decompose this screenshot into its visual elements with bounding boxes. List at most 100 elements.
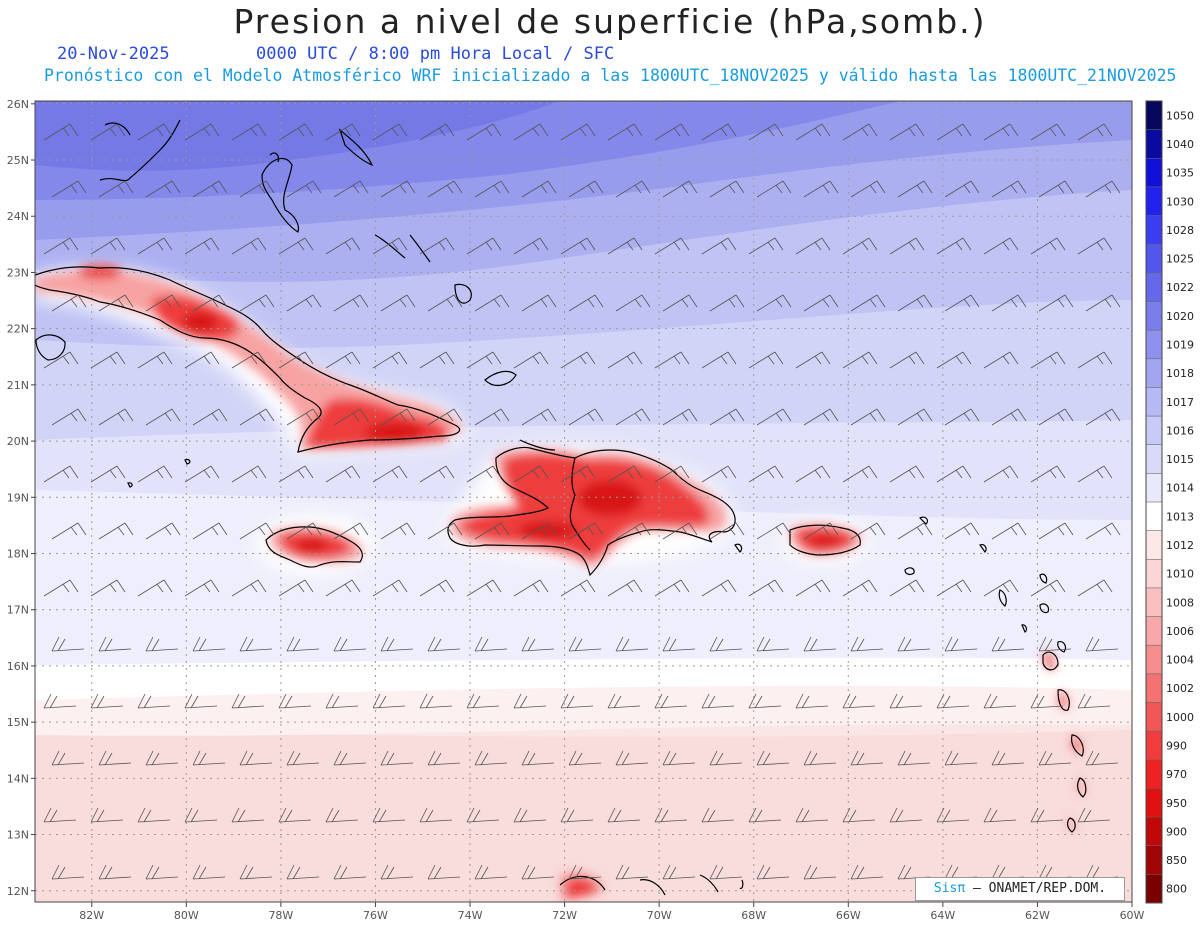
colorbar-label: 900 <box>1166 825 1187 838</box>
wind-barb <box>709 636 743 652</box>
wind-barb <box>702 922 734 927</box>
wind-barb <box>137 351 173 369</box>
wind-barb <box>1077 351 1113 369</box>
wind-barb <box>701 807 735 823</box>
wind-barb <box>51 636 85 652</box>
wind-barb <box>91 922 123 927</box>
lat-tick-label: 12N <box>7 885 29 898</box>
wind-barb <box>850 864 884 880</box>
wind-barb <box>560 351 596 369</box>
lat-tick-label: 18N <box>7 547 29 560</box>
colorbar-label: 1006 <box>1166 625 1194 638</box>
wind-barb <box>607 465 643 483</box>
wind-barb <box>333 294 369 312</box>
wind-barb <box>521 750 555 766</box>
wind-barb <box>427 294 463 312</box>
wind-barb <box>474 294 510 312</box>
wind-barb <box>380 408 416 426</box>
wind-barb <box>239 408 275 426</box>
wind-barb <box>521 408 557 426</box>
chart-title: Presion a nivel de superficie (hPa,somb.… <box>233 2 987 41</box>
wind-barb <box>803 522 839 540</box>
lon-tick-label: 80W <box>174 909 199 922</box>
wind-barb <box>90 123 126 141</box>
wind-barb <box>662 294 698 312</box>
wind-barb <box>98 750 132 766</box>
wind-barb <box>991 636 1025 652</box>
wind-barb <box>98 864 132 880</box>
wind-barb <box>842 465 878 483</box>
wind-barb <box>662 180 698 198</box>
longitude-labels: 82W 80W 78W 76W 74W 72W 70W 68W 66W 64W 62W 60W <box>79 909 1144 922</box>
wind-barb <box>380 522 416 540</box>
wind-barb <box>756 408 792 426</box>
wind-barb <box>889 351 925 369</box>
wind-barb <box>231 579 267 597</box>
wind-barb <box>842 351 878 369</box>
wind-barb <box>466 807 500 823</box>
wind-barb <box>420 922 452 927</box>
wind-barb <box>748 465 784 483</box>
wind-barb <box>568 408 604 426</box>
wind-barb <box>372 693 406 709</box>
wind-barb <box>474 864 508 880</box>
wind-barb <box>897 294 933 312</box>
colorbar-label: 1018 <box>1166 367 1194 380</box>
wind-barb <box>560 123 596 141</box>
wind-barb <box>803 180 839 198</box>
wind-barb <box>325 237 361 255</box>
colorbar-label: 1025 <box>1166 253 1194 266</box>
colorbar-swatch <box>1146 272 1162 302</box>
wind-barb <box>521 180 557 198</box>
wind-barb <box>333 522 369 540</box>
wind-barb <box>184 807 218 823</box>
wind-barb <box>466 693 500 709</box>
colorbar-label: 1002 <box>1166 682 1194 695</box>
wind-barb <box>560 807 594 823</box>
wind-barb <box>192 408 228 426</box>
wind-barb <box>748 807 782 823</box>
wind-barb <box>427 750 461 766</box>
lat-tick-label: 19N <box>7 491 29 504</box>
wind-barb <box>185 922 217 927</box>
colorbar-swatch <box>1146 158 1162 188</box>
wind-barb <box>1077 123 1113 141</box>
wind-barb <box>466 351 502 369</box>
colorbar-label: 1035 <box>1166 167 1194 180</box>
wind-barb <box>568 636 602 652</box>
wind-barb <box>607 237 643 255</box>
wind-barb <box>983 123 1019 141</box>
wind-barb <box>615 522 651 540</box>
colorbar-label: 1008 <box>1166 596 1194 609</box>
colorbar-label: 1015 <box>1166 453 1194 466</box>
wind-barb <box>936 465 972 483</box>
wind-barb <box>419 807 453 823</box>
wind-barb <box>419 351 455 369</box>
wind-barb <box>325 465 361 483</box>
wind-barb <box>380 864 414 880</box>
wind-barb <box>756 294 792 312</box>
wind-barb <box>560 465 596 483</box>
wind-barb <box>184 693 218 709</box>
wind-barb <box>983 693 1017 709</box>
wind-barb <box>944 750 978 766</box>
lat-tick-label: 16N <box>7 660 29 673</box>
wind-barb <box>803 294 839 312</box>
wind-barb <box>756 180 792 198</box>
wind-barb <box>568 750 602 766</box>
wind-barb <box>192 522 228 540</box>
wind-barb <box>43 807 77 823</box>
wind-barb <box>90 237 126 255</box>
lat-tick-label: 17N <box>7 604 29 617</box>
wind-barb <box>944 294 980 312</box>
wind-barb <box>701 237 737 255</box>
lon-tick-label: 76W <box>363 909 388 922</box>
wind-barb <box>944 408 980 426</box>
wind-barb <box>1077 465 1113 483</box>
colorbar-swatch <box>1146 731 1162 761</box>
wind-barb <box>278 693 312 709</box>
wind-barb <box>795 351 831 369</box>
wind-barb <box>231 351 267 369</box>
wind-barb <box>709 180 745 198</box>
wind-barb <box>991 750 1025 766</box>
